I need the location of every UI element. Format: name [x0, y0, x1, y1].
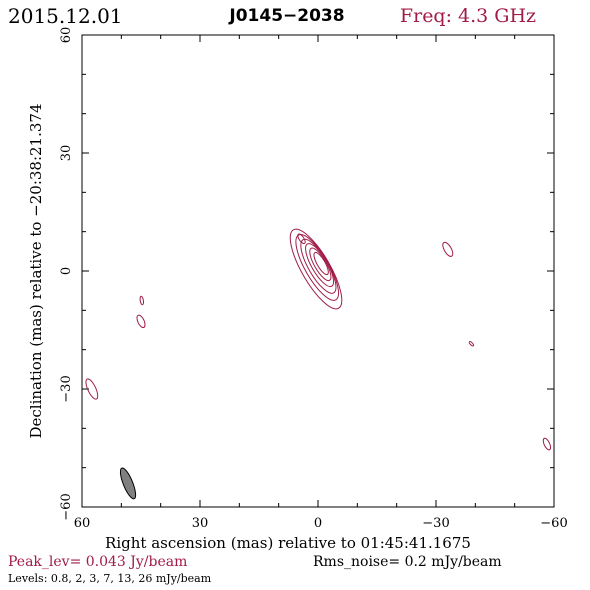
core-contour	[295, 234, 340, 301]
axis-ticks	[81, 34, 555, 508]
x-tick-label: 30	[192, 516, 209, 531]
source-name: J0145−2038	[228, 6, 344, 26]
y-tick-label: −60	[59, 493, 74, 520]
y-tick-label: −30	[59, 375, 74, 402]
core-contour	[313, 251, 329, 276]
feature-contour	[85, 378, 99, 400]
feature-contour	[297, 233, 306, 244]
x-axis-label: Right ascension (mas) relative to 01:45:…	[105, 534, 471, 552]
x-tick-label: −60	[540, 516, 567, 531]
x-tick-label: 60	[74, 516, 91, 531]
beam-ellipse	[119, 467, 137, 500]
feature-contour	[136, 314, 146, 329]
frequency-label: Freq: 4.3 GHz	[400, 5, 536, 27]
rms-noise: Rms_noise= 0.2 mJy/beam	[313, 554, 502, 570]
y-tick-label: 0	[59, 267, 74, 275]
peak-level: Peak_lev= 0.043 Jy/beam	[8, 554, 187, 570]
x-tick-label: 0	[314, 516, 322, 531]
observation-date: 2015.12.01	[8, 4, 123, 28]
core-contour	[289, 228, 343, 310]
x-tick-label: −30	[422, 516, 449, 531]
feature-contour	[468, 341, 475, 347]
feature-contour	[442, 241, 454, 257]
beam-layer	[119, 467, 137, 500]
y-tick-label: 60	[59, 27, 74, 44]
y-axis-label: Declination (mas) relative to −20:38:21.…	[27, 103, 45, 438]
y-tick-labels: −60 −30 0 30 60	[59, 27, 74, 521]
feature-contour	[139, 295, 145, 306]
contour-levels: Levels: 0.8, 2, 3, 7, 13, 26 mJy/beam	[8, 572, 212, 585]
y-tick-label: 30	[59, 145, 74, 162]
core-contour	[305, 243, 335, 288]
x-tick-labels: 60 30 0 −30 −60	[74, 516, 568, 531]
core-contour	[309, 247, 332, 282]
feature-contour	[542, 437, 552, 451]
contour-layer	[85, 228, 552, 451]
